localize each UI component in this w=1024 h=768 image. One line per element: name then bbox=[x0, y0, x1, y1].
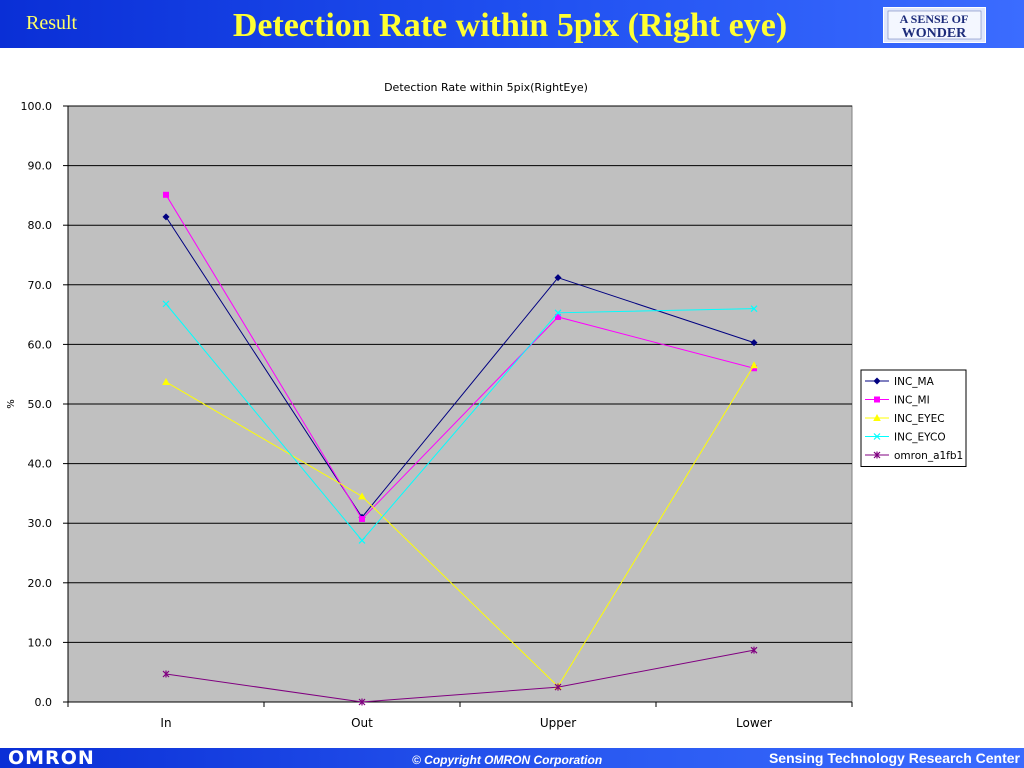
data-point-omron_a1fb1 bbox=[554, 683, 562, 691]
legend-label: INC_MA bbox=[894, 376, 935, 388]
data-point-INC_EYCO bbox=[162, 300, 170, 308]
line-chart: Detection Rate within 5pix(RightEye) % 0… bbox=[6, 81, 967, 730]
series-line-omron_a1fb1 bbox=[165, 649, 755, 703]
logo-line1: A SENSE OF bbox=[900, 12, 969, 26]
legend-swatch-marker bbox=[874, 396, 880, 403]
y-tick-label: 80.0 bbox=[28, 219, 53, 232]
legend-swatch-marker bbox=[873, 377, 881, 385]
data-point-INC_MI bbox=[555, 313, 561, 320]
data-point-INC_EYEC bbox=[750, 361, 758, 369]
chart-title: Detection Rate within 5pix(RightEye) bbox=[384, 81, 588, 94]
legend-label: INC_MI bbox=[894, 395, 930, 407]
x-tick-label: In bbox=[160, 716, 171, 730]
legend-swatch-marker bbox=[873, 414, 881, 421]
legend-swatch-marker bbox=[873, 433, 881, 440]
y-tick-label: 50.0 bbox=[28, 398, 53, 411]
data-point-INC_MI bbox=[163, 191, 169, 198]
x-tick-label: Lower bbox=[736, 716, 772, 730]
data-point-INC_EYEC bbox=[358, 492, 366, 500]
y-tick-label: 60.0 bbox=[28, 338, 53, 351]
legend-label: omron_a1fb1 bbox=[894, 450, 963, 462]
logo-line2: WONDER bbox=[902, 26, 967, 41]
legend-label: INC_EYEC bbox=[894, 413, 945, 425]
data-point-omron_a1fb1 bbox=[162, 670, 170, 678]
data-point-INC_EYCO bbox=[750, 305, 758, 313]
omron-logo-text: OMRON bbox=[8, 747, 95, 768]
y-axis-label: % bbox=[6, 399, 17, 409]
copyright-text: © Copyright OMRON Corporation bbox=[412, 753, 603, 767]
research-center-text: Sensing Technology Research Center bbox=[768, 750, 1020, 766]
y-tick-label: 10.0 bbox=[28, 636, 53, 649]
y-tick-label: 100.0 bbox=[21, 100, 53, 113]
chart-area: Detection Rate within 5pix(RightEye) % 0… bbox=[0, 48, 1024, 748]
series-line-INC_MI bbox=[165, 194, 755, 520]
y-tick-label: 0.0 bbox=[35, 696, 53, 709]
series-line-INC_MA bbox=[165, 216, 755, 519]
section-label: Result bbox=[26, 12, 78, 34]
y-tick-label: 90.0 bbox=[28, 160, 53, 173]
data-point-INC_EYCO bbox=[358, 537, 366, 544]
slide-title: Detection Rate within 5pix (Right eye) bbox=[232, 7, 788, 44]
data-point-INC_MI bbox=[359, 516, 365, 523]
header-bar: Result Detection Rate within 5pix (Right… bbox=[0, 0, 1024, 48]
x-tick-label: Out bbox=[351, 716, 373, 730]
sense-of-wonder-logo: A SENSE OF WONDER bbox=[883, 7, 986, 43]
data-point-INC_MA bbox=[554, 274, 562, 282]
data-point-omron_a1fb1 bbox=[750, 646, 758, 654]
footer-bar: OMRON © Copyright OMRON Corporation Sens… bbox=[0, 748, 1024, 768]
y-tick-label: 30.0 bbox=[28, 517, 53, 530]
data-point-INC_EYCO bbox=[554, 309, 562, 317]
data-point-INC_EYEC bbox=[162, 377, 170, 385]
legend-label: INC_EYCO bbox=[894, 432, 946, 444]
data-point-INC_MA bbox=[750, 339, 758, 347]
y-tick-label: 70.0 bbox=[28, 279, 53, 292]
series-line-INC_EYCO bbox=[165, 303, 755, 542]
data-point-omron_a1fb1 bbox=[358, 698, 366, 706]
y-tick-label: 20.0 bbox=[28, 577, 53, 590]
series-line-INC_EYEC bbox=[165, 364, 755, 688]
legend-swatch-marker bbox=[873, 451, 881, 459]
x-tick-label: Upper bbox=[540, 716, 576, 730]
y-tick-label: 40.0 bbox=[28, 458, 53, 471]
data-point-INC_MA bbox=[162, 213, 170, 221]
